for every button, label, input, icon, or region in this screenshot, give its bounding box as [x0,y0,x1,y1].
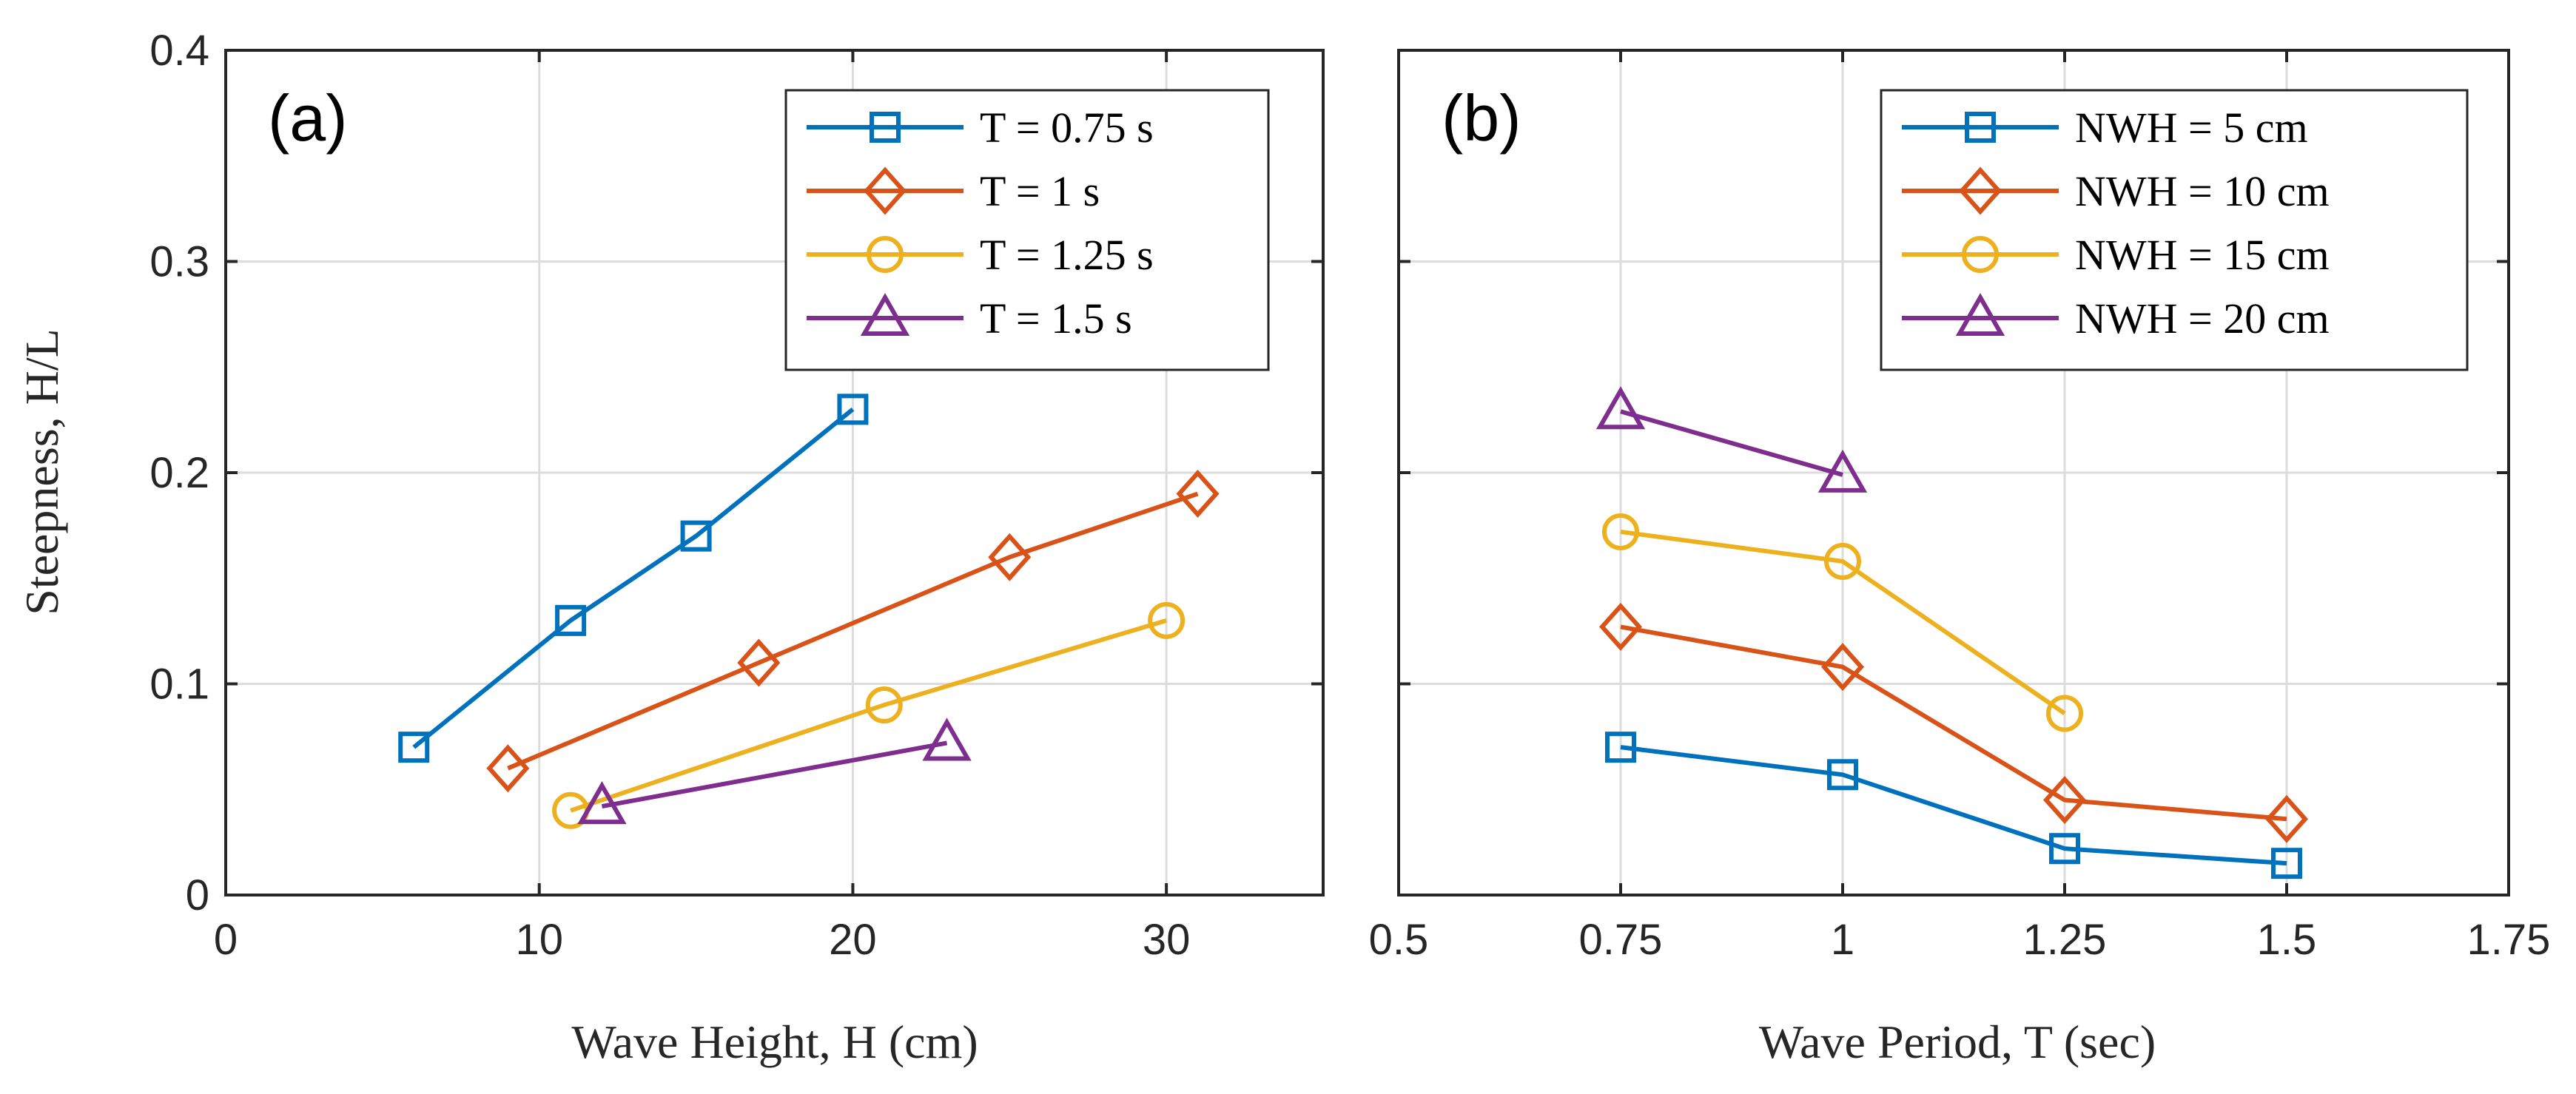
legend-label: NWH = 5 cm [2075,104,2308,152]
panel-a-ticks: 0 10 20 30 0 0.1 0.2 0.3 0.4 [149,27,1323,964]
series-line [1620,409,1843,477]
legend-label: NWH = 10 cm [2075,167,2330,215]
series-3 [1595,386,1868,493]
legend-entry: T = 0.75 s [807,104,1154,152]
y-tick-label: 0.3 [149,238,209,286]
data-point [555,604,587,636]
data-point [1176,470,1220,519]
legend-label: T = 1.5 s [980,294,1132,342]
legend-box [784,89,1270,371]
data-point [1602,513,1639,550]
data-point [2264,794,2309,843]
legend-label: T = 1 s [980,167,1100,215]
legend-marker [867,236,904,273]
legend-marker [1965,112,1996,143]
panel-b: 0.5 0.75 1 1.25 1.5 1.75 (b) Wave Period, T (… [1369,49,2551,1068]
legend-entry: T = 1.5 s [807,292,1132,342]
panel-b-label: (b) [1442,81,1521,155]
legend-entry: NWH = 10 cm [1902,166,2330,215]
x-tick-label: 20 [829,916,877,964]
data-point [1148,601,1186,639]
legend-marker [870,112,901,143]
legend-marker [1955,292,2005,336]
panel-a-xlabel: Wave Height, H (cm) [571,1016,978,1068]
x-tick-label: 0.75 [1579,916,1663,964]
legend-entry: T = 1 s [807,166,1100,215]
series-0 [1605,732,2302,879]
x-tick-label: 1.75 [2467,916,2551,964]
data-point [680,520,712,552]
data-point [577,781,627,825]
panel-b-xlabel: Wave Period, T (sec) [1759,1016,2156,1068]
series-line [601,740,948,809]
legend-label: NWH = 20 cm [2075,294,2330,342]
data-point [1598,602,1643,651]
series-line [570,618,1168,813]
panel-b-legend: NWH = 5 cm NWH = 10 cm NWH = 15 cm NWH = 20… [1880,89,2469,371]
data-point [398,732,430,763]
series-3 [577,717,972,825]
data-point [2046,695,2083,732]
series-2 [552,601,1186,829]
legend-marker [1962,236,1999,273]
x-tick-label: 1.25 [2023,916,2107,964]
data-point [2271,848,2302,879]
y-tick-label: 0 [186,871,209,919]
data-point [922,717,972,761]
series-1 [1598,602,2309,843]
panel-a-series [398,394,1220,829]
x-tick-label: 0 [214,916,238,964]
panel-a-legend: T = 0.75 s T = 1 s T = 1.25 s T = 1.5 s [784,89,1270,371]
panel-a-label: (a) [268,81,348,155]
data-point [988,533,1032,581]
data-point [865,686,903,724]
data-point [737,638,781,687]
panel-a-ylabel: Steepness, H/L [16,328,68,615]
legend-label: T = 0.75 s [980,104,1154,152]
legend-entry: NWH = 5 cm [1902,104,2308,152]
x-tick-label: 1 [1831,916,1854,964]
data-point [2049,833,2080,865]
x-tick-label: 1.5 [2257,916,2317,964]
x-tick-label: 10 [515,916,563,964]
data-point [486,744,530,793]
data-point [1605,732,1636,763]
legend-entry: NWH = 20 cm [1902,292,2330,342]
data-point [1817,449,1868,493]
data-point [1824,542,1861,580]
legend-marker [863,166,907,215]
series-0 [398,394,869,763]
legend-marker [1958,166,2002,215]
y-tick-label: 0.4 [149,27,209,75]
series-line [1620,624,2287,822]
data-point [1595,386,1646,430]
legend-entry: T = 1.25 s [807,231,1154,279]
series-line [1620,745,2287,866]
y-tick-label: 0.2 [149,449,209,497]
series-line [1620,529,2066,715]
series-2 [1602,513,2083,732]
legend-box [1880,89,2469,371]
panel-a: 0 10 20 30 0 0.1 0.2 0.3 0.4 (a) Wave Height, H … [16,27,1325,1068]
x-tick-label: 0.5 [1369,916,1429,964]
panel-b-series [1595,386,2309,879]
legend-label: T = 1.25 s [980,231,1154,279]
legend-entry: NWH = 15 cm [1902,231,2330,279]
y-tick-label: 0.1 [149,661,209,709]
panel-b-ticks: 0.5 0.75 1 1.25 1.5 1.75 [1369,49,2551,964]
series-line [507,491,1199,771]
series-line [412,408,855,749]
legend-marker [860,292,910,336]
series-1 [486,470,1220,793]
legend-label: NWH = 15 cm [2075,231,2330,279]
data-point [1827,759,1858,791]
data-point [1820,643,1865,692]
data-point [837,394,869,425]
x-tick-label: 30 [1143,916,1191,964]
data-point [2042,776,2087,825]
